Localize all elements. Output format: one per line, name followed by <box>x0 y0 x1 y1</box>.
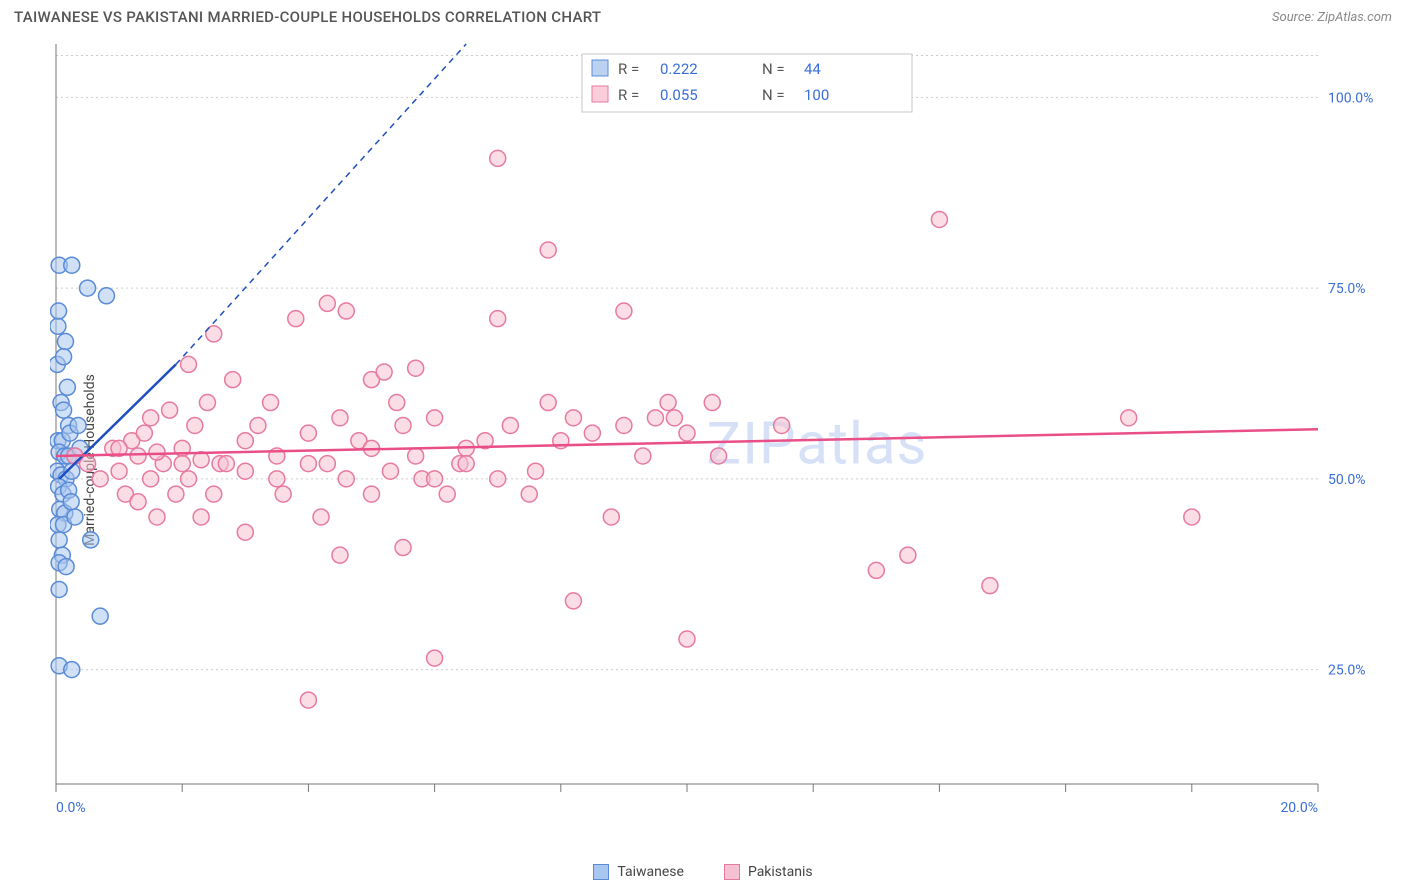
source-attribution: Source: ZipAtlas.com <box>1272 10 1392 25</box>
chart-container: Married-couple Households 25.0%50.0%75.0… <box>14 40 1392 880</box>
legend-label: Taiwanese <box>617 864 684 880</box>
svg-text:0.0%: 0.0% <box>56 800 86 816</box>
svg-text:100: 100 <box>804 86 829 104</box>
svg-text:75.0%: 75.0% <box>1328 281 1366 297</box>
legend-item-taiwanese: Taiwanese <box>593 864 684 880</box>
svg-text:25.0%: 25.0% <box>1328 663 1366 679</box>
svg-text:ZIPatlas: ZIPatlas <box>707 411 928 479</box>
svg-text:44: 44 <box>804 60 821 78</box>
svg-text:R =: R = <box>618 60 639 78</box>
svg-text:50.0%: 50.0% <box>1328 472 1366 488</box>
chart-title: TAIWANESE VS PAKISTANI MARRIED-COUPLE HO… <box>14 8 601 26</box>
plot-area: 25.0% 50.0% 75.0% 100.0% 0.0% 20.0% ZIPatlas R … <box>50 40 1390 828</box>
legend-label: Pakistanis <box>748 864 813 880</box>
svg-text:20.0%: 20.0% <box>1280 800 1318 816</box>
scatter-svg: 25.0% 50.0% 75.0% 100.0% 0.0% 20.0% ZIPatlas R … <box>50 40 1390 828</box>
svg-text:N =: N = <box>762 60 785 78</box>
svg-text:100.0%: 100.0% <box>1328 90 1373 106</box>
legend-item-pakistanis: Pakistanis <box>724 864 813 880</box>
svg-text:N =: N = <box>762 86 785 104</box>
svg-text:0.222: 0.222 <box>660 60 698 78</box>
legend-swatch <box>724 864 740 880</box>
svg-text:0.055: 0.055 <box>660 86 698 104</box>
footer-legend: Taiwanese Pakistanis <box>14 858 1392 880</box>
svg-text:R =: R = <box>618 86 639 104</box>
legend-swatch <box>593 864 609 880</box>
chart-header: TAIWANESE VS PAKISTANI MARRIED-COUPLE HO… <box>0 0 1406 36</box>
